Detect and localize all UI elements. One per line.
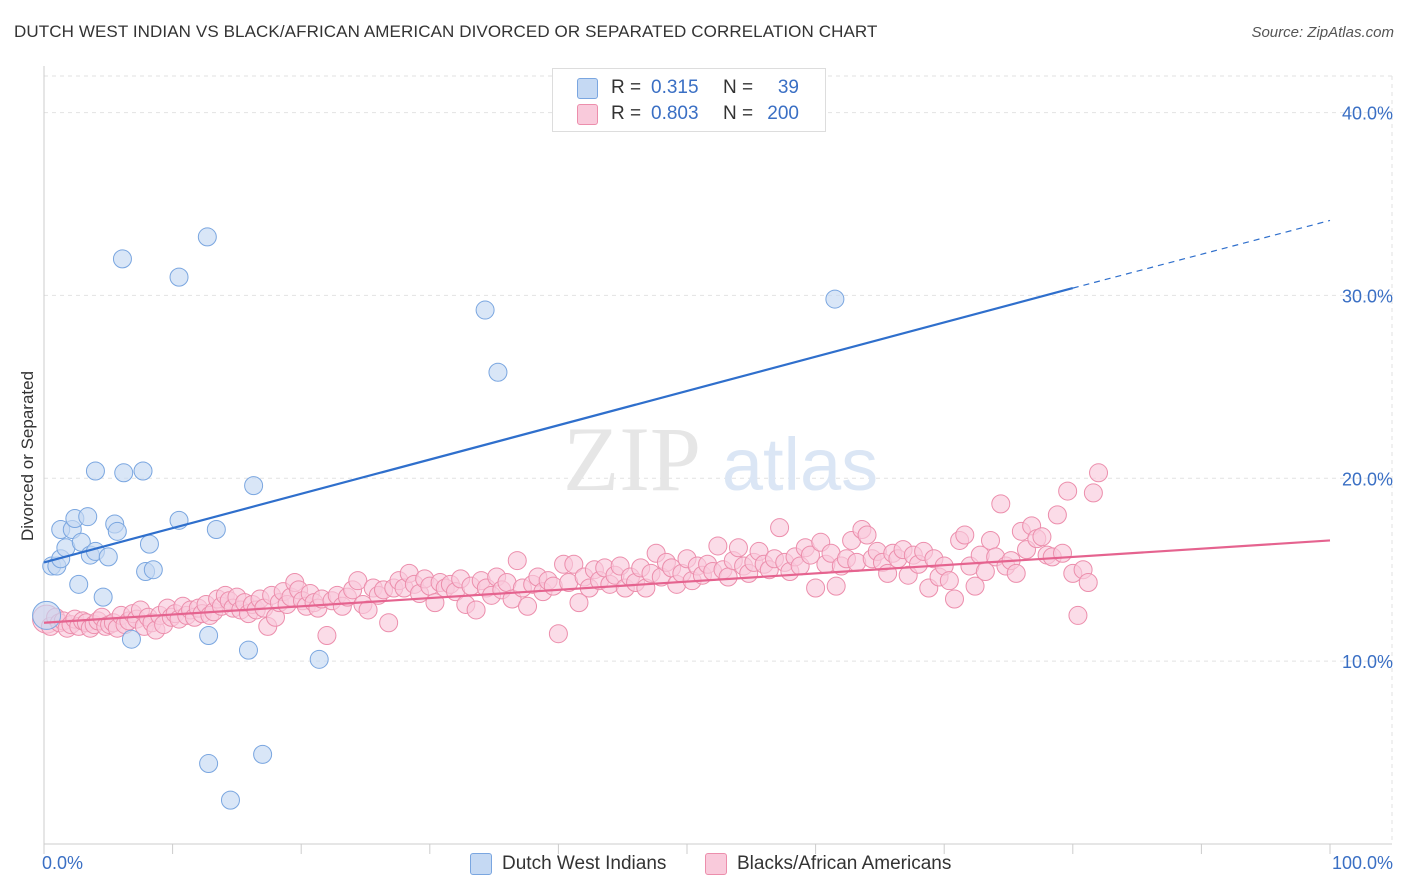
y-tick-label: 30.0% <box>1342 286 1393 306</box>
data-point <box>1053 543 1073 563</box>
legend-r-label: R = <box>611 77 642 98</box>
tick-labels: 10.0% 20.0% 30.0% 40.0% 0.0% 100.0% <box>42 104 1393 873</box>
data-point <box>825 289 845 309</box>
data-point <box>564 554 584 574</box>
data-point <box>847 552 867 572</box>
axes <box>43 66 1392 854</box>
watermark-atlas: atlas <box>722 423 878 506</box>
data-point <box>133 461 153 481</box>
data-point <box>1047 505 1067 525</box>
data-point <box>569 593 589 613</box>
data-point <box>317 626 337 646</box>
bottom-legend-swatch-blue <box>470 853 492 875</box>
data-point <box>114 463 134 483</box>
data-point <box>728 538 748 558</box>
bottom-legend-swatch-pink <box>705 853 727 875</box>
data-point <box>991 494 1011 514</box>
data-point <box>1068 605 1088 625</box>
data-point <box>939 571 959 591</box>
chart-title: DUTCH WEST INDIAN VS BLACK/AFRICAN AMERI… <box>14 22 878 41</box>
y-axis-label: Divorced or Separated <box>18 370 37 542</box>
data-point <box>199 626 219 646</box>
legend-n-label: N = <box>723 103 754 124</box>
data-point <box>1083 483 1103 503</box>
data-point <box>1058 481 1078 501</box>
data-point <box>955 525 975 545</box>
series-dutch-west-indians <box>32 227 845 810</box>
data-point <box>944 589 964 609</box>
legend-swatch-pink <box>577 104 598 125</box>
data-point <box>121 629 141 649</box>
y-tick-label: 10.0% <box>1342 652 1393 672</box>
data-point <box>143 560 163 580</box>
data-point <box>965 576 985 596</box>
data-point <box>197 227 217 247</box>
legend-n-label: N = <box>723 77 754 98</box>
data-point <box>857 525 877 545</box>
data-point <box>1089 463 1109 483</box>
data-point <box>206 519 226 539</box>
data-point <box>826 576 846 596</box>
data-point <box>85 461 105 481</box>
data-point <box>112 249 132 269</box>
legend-r-value: 0.803 <box>651 103 699 124</box>
y-tick-label: 40.0% <box>1342 104 1393 124</box>
data-point <box>379 613 399 633</box>
data-point <box>718 567 738 587</box>
data-point <box>708 536 728 556</box>
data-point <box>518 596 538 616</box>
data-point <box>548 624 568 644</box>
data-point <box>507 551 527 571</box>
data-point <box>309 649 329 669</box>
data-point <box>139 534 159 554</box>
correlation-legend: R = 0.315 N = 39 R = 0.803 N = 200 <box>552 68 826 132</box>
source-label: Source: ZipAtlas.com <box>1251 24 1394 41</box>
data-point <box>488 362 508 382</box>
trend-line-dutch-west-indians <box>43 287 1074 564</box>
legend-r-value: 0.315 <box>651 77 699 98</box>
watermark-zip: ZIP <box>563 408 701 510</box>
gridlines <box>44 75 1393 844</box>
data-point <box>238 640 258 660</box>
legend-swatch-blue <box>577 78 598 99</box>
data-point <box>770 518 790 538</box>
data-point <box>98 547 118 567</box>
legend-n-value: 39 <box>777 77 799 98</box>
data-point <box>980 530 1000 550</box>
y-tick-label: 20.0% <box>1342 469 1393 489</box>
data-point <box>220 790 240 810</box>
data-point <box>1032 527 1052 547</box>
data-point <box>475 300 495 320</box>
data-point <box>199 754 219 774</box>
x-tick-label: 0.0% <box>42 853 83 873</box>
data-point <box>800 545 820 565</box>
data-point <box>107 521 127 541</box>
data-point <box>543 576 563 596</box>
bottom-legend-label: Blacks/African Americans <box>737 853 952 874</box>
data-point <box>32 600 62 630</box>
legend-n-value: 200 <box>767 103 799 124</box>
data-point <box>244 476 264 496</box>
zipatlas-watermark: ZIP atlas <box>563 408 878 510</box>
data-point <box>1006 563 1026 583</box>
data-point <box>348 571 368 591</box>
data-point <box>93 587 113 607</box>
trend-lines <box>43 219 1331 624</box>
bottom-legend-label: Dutch West Indians <box>502 853 667 874</box>
data-point <box>1078 573 1098 593</box>
trend-line-blacks-african-americans <box>43 539 1331 624</box>
data-point <box>78 507 98 527</box>
x-tick-label: 100.0% <box>1332 853 1393 873</box>
trend-line-dutch-west-indians-projection <box>1072 219 1331 289</box>
data-point <box>806 578 826 598</box>
legend-r-label: R = <box>611 103 642 124</box>
data-point <box>253 744 273 764</box>
data-point <box>466 600 486 620</box>
data-point <box>69 574 89 594</box>
data-point <box>169 267 189 287</box>
